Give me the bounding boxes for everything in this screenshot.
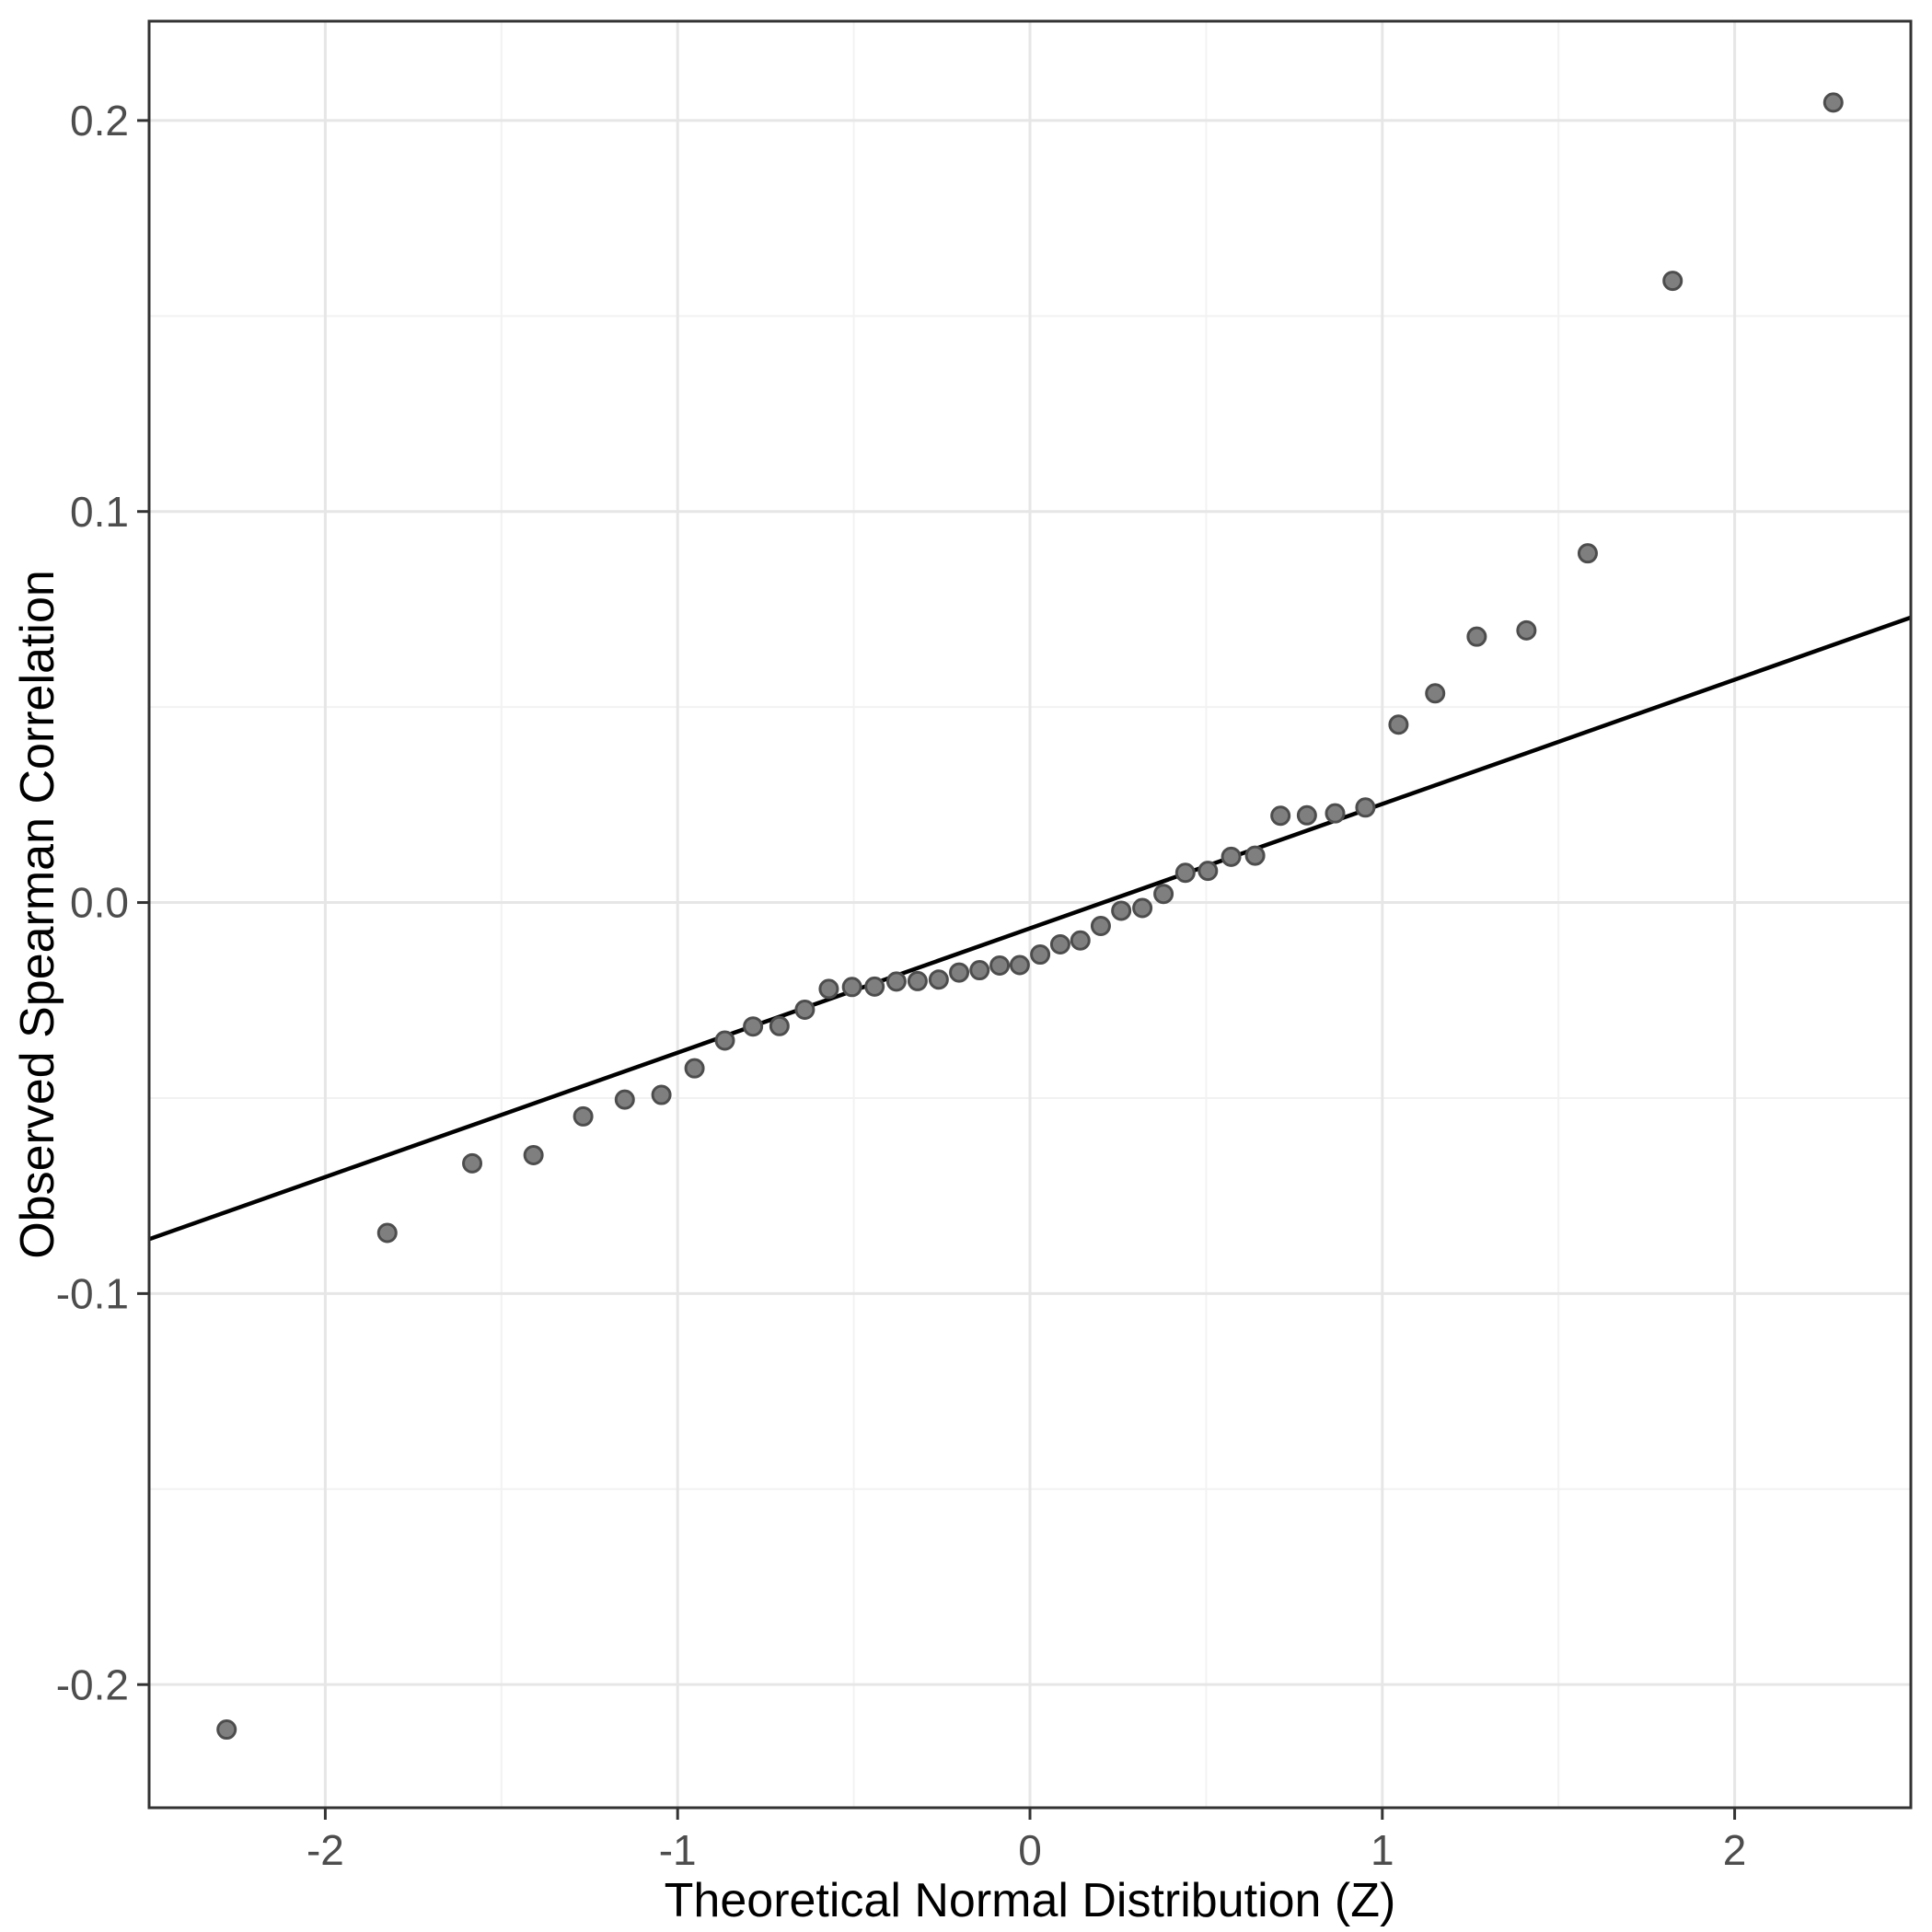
x-axis-title: Theoretical Normal Distribution (Z) xyxy=(665,1874,1396,1927)
x-axis-ticks: -2 -1 0 1 2 xyxy=(307,1808,1746,1874)
reference-line xyxy=(148,615,1912,1242)
data-point xyxy=(841,977,862,998)
x-tick-label: 0 xyxy=(1018,1826,1042,1874)
data-point xyxy=(523,1144,544,1165)
data-point xyxy=(794,999,816,1020)
data-point xyxy=(216,1719,237,1741)
data-point xyxy=(651,1084,672,1105)
data-point xyxy=(1270,805,1291,827)
data-point xyxy=(1111,900,1132,921)
data-point xyxy=(1049,933,1070,954)
data-point xyxy=(714,1030,735,1051)
x-tick-label: 1 xyxy=(1371,1826,1394,1874)
data-point xyxy=(1355,797,1376,818)
y-tick-label: -0.1 xyxy=(56,1269,129,1317)
data-point xyxy=(928,969,949,990)
y-tick-label: -0.2 xyxy=(56,1660,129,1708)
data-point xyxy=(989,954,1011,976)
data-point xyxy=(1153,884,1174,905)
y-axis-title: Observed Spearman Correlation xyxy=(11,570,64,1259)
x-tick-label: -1 xyxy=(659,1826,697,1874)
x-tick-label: 2 xyxy=(1723,1826,1747,1874)
data-point xyxy=(1197,861,1219,882)
data-point xyxy=(864,976,885,997)
y-tick-label: 0.1 xyxy=(70,488,129,536)
data-point xyxy=(949,962,970,983)
data-point xyxy=(1662,271,1683,292)
data-point xyxy=(1516,619,1537,641)
y-tick-label: 0.2 xyxy=(70,97,129,145)
data-point xyxy=(1466,626,1487,647)
data-point xyxy=(969,960,990,981)
data-point xyxy=(743,1016,764,1037)
data-point xyxy=(1009,954,1030,976)
data-point xyxy=(818,978,839,1000)
data-point xyxy=(462,1152,483,1174)
data-point xyxy=(614,1089,635,1110)
data-point xyxy=(1296,804,1317,826)
data-point xyxy=(1425,683,1446,704)
y-axis-ticks: 0.2 0.1 0.0 -0.1 -0.2 xyxy=(56,97,149,1708)
y-tick-label: 0.0 xyxy=(70,879,129,927)
data-point xyxy=(1221,846,1242,867)
data-point xyxy=(769,1015,790,1036)
x-tick-label: -2 xyxy=(307,1826,344,1874)
data-point xyxy=(1388,714,1409,735)
data-point xyxy=(1577,543,1598,564)
data-point xyxy=(907,970,928,991)
data-point xyxy=(885,971,907,992)
data-point xyxy=(376,1222,398,1244)
data-point xyxy=(573,1105,594,1127)
major-gridlines xyxy=(149,21,1911,1808)
reference-line-layer xyxy=(148,615,1912,1242)
data-point xyxy=(1174,862,1196,884)
data-point xyxy=(1070,930,1091,951)
data-point xyxy=(1244,845,1266,866)
data-point xyxy=(1132,897,1153,919)
data-point xyxy=(1822,92,1844,113)
data-point xyxy=(1325,803,1346,824)
data-point xyxy=(684,1058,705,1079)
data-point xyxy=(1030,944,1051,966)
data-points xyxy=(216,92,1844,1741)
data-point xyxy=(1090,916,1111,937)
